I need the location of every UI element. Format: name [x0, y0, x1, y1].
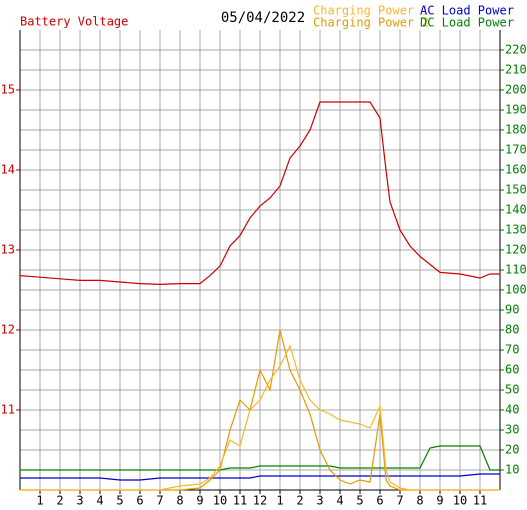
x-tick-label: 5: [356, 494, 363, 508]
legend-label: Charging Power 1: [313, 4, 429, 18]
x-tick-label: 3: [76, 494, 83, 508]
y2-tick-label: 110: [505, 263, 527, 277]
x-tick-label: 7: [396, 494, 403, 508]
x-tick-label: 7: [156, 494, 163, 508]
x-tick-label: 2: [56, 494, 63, 508]
x-tick-label: 10: [213, 494, 227, 508]
y-tick-label: 15: [1, 83, 15, 97]
legend-label: AC Load Power: [420, 4, 514, 18]
y2-tick-label: 120: [505, 243, 527, 257]
y2-tick-label: 200: [505, 83, 527, 97]
x-tick-label: 4: [96, 494, 103, 508]
y2-tick-label: 130: [505, 223, 527, 237]
x-tick-label: 9: [436, 494, 443, 508]
x-tick-label: 6: [136, 494, 143, 508]
x-tick-label: 1: [36, 494, 43, 508]
x-tick-label: 11: [233, 494, 247, 508]
legend-label: Charging Power 2: [313, 16, 429, 30]
series-line: [20, 473, 500, 481]
y2-tick-label: 190: [505, 103, 527, 117]
chart-title: 05/04/2022: [221, 10, 305, 26]
x-tick-label: 5: [116, 494, 123, 508]
y-tick-label: 13: [1, 243, 15, 257]
x-tick-label: 8: [176, 494, 183, 508]
y2-tick-label: 160: [505, 163, 527, 177]
x-tick-label: 3: [316, 494, 323, 508]
y2-tick-label: 150: [505, 183, 527, 197]
y2-tick-label: 140: [505, 203, 527, 217]
y2-tick-label: 180: [505, 123, 527, 137]
x-tick-label: 2: [296, 494, 303, 508]
legend-label: DC Load Power: [420, 16, 514, 30]
y2-tick-label: 90: [505, 303, 519, 317]
x-tick-label: 9: [196, 494, 203, 508]
y2-tick-label: 20: [505, 443, 519, 457]
y2-tick-label: 40: [505, 403, 519, 417]
y2-tick-label: 80: [505, 323, 519, 337]
y2-tick-label: 30: [505, 423, 519, 437]
series-line: [19, 101, 500, 286]
series-line: [20, 344, 500, 491]
x-tick-label: 12: [253, 494, 267, 508]
y2-tick-label: 170: [505, 143, 527, 157]
y-tick-label: 14: [1, 163, 15, 177]
x-tick-label: 1: [276, 494, 283, 508]
y-tick-label: 12: [1, 323, 15, 337]
y2-tick-label: 100: [505, 283, 527, 297]
x-tick-label: 4: [336, 494, 343, 508]
x-tick-label: 11: [473, 494, 487, 508]
series-line: [20, 445, 500, 471]
y2-tick-label: 60: [505, 363, 519, 377]
y2-tick-label: 220: [505, 43, 527, 57]
y-tick-label: 11: [1, 403, 15, 417]
y2-tick-label: 50: [505, 383, 519, 397]
x-tick-label: 8: [416, 494, 423, 508]
x-tick-label: 10: [453, 494, 467, 508]
y2-tick-label: 10: [505, 463, 519, 477]
y2-tick-label: 70: [505, 343, 519, 357]
y2-tick-label: 210: [505, 63, 527, 77]
legend-label: Battery Voltage: [20, 15, 128, 29]
x-tick-label: 6: [376, 494, 383, 508]
